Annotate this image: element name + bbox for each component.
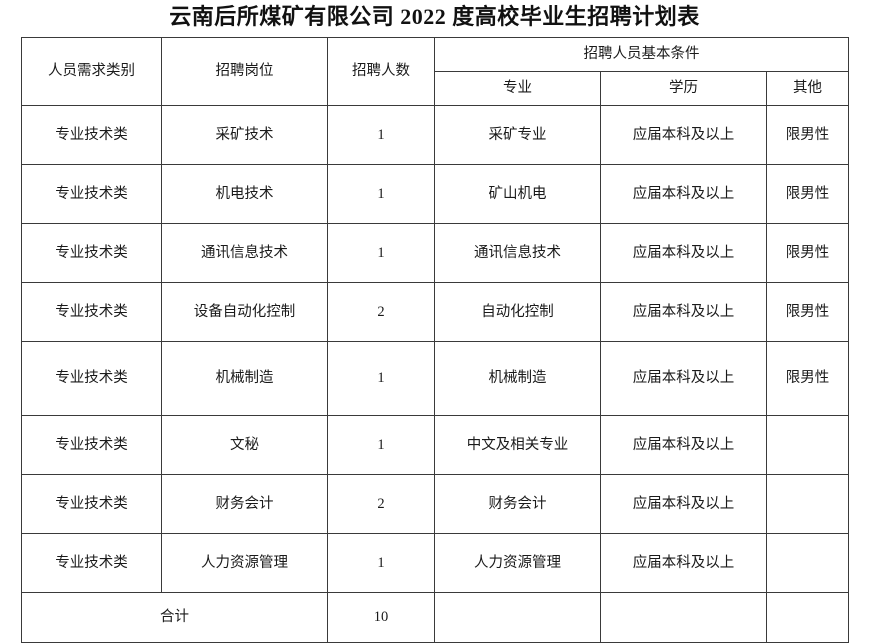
cell-category: 专业技术类 <box>21 341 162 416</box>
cell-major: 矿山机电 <box>434 164 601 224</box>
recruitment-plan-table: 人员需求类别 招聘岗位 招聘人数 招聘人员基本条件 专业 学历 其他 专业技术类… <box>21 37 849 643</box>
cell-position: 财务会计 <box>161 474 328 534</box>
cell-category: 专业技术类 <box>21 533 162 593</box>
table-row: 专业技术类 采矿技术 1 采矿专业 应届本科及以上 限男性 <box>21 105 849 165</box>
cell-education: 应届本科及以上 <box>600 341 767 416</box>
column-header-position: 招聘岗位 <box>161 37 328 106</box>
cell-category: 专业技术类 <box>21 415 162 475</box>
cell-major: 采矿专业 <box>434 105 601 165</box>
cell-headcount: 2 <box>327 474 435 534</box>
cell-category: 专业技术类 <box>21 223 162 283</box>
cell-education: 应届本科及以上 <box>600 474 767 534</box>
cell-headcount: 1 <box>327 341 435 416</box>
table-row: 专业技术类 设备自动化控制 2 自动化控制 应届本科及以上 限男性 <box>21 282 849 342</box>
cell-education: 应届本科及以上 <box>600 164 767 224</box>
column-header-headcount: 招聘人数 <box>327 37 435 106</box>
header-row-primary: 人员需求类别 招聘岗位 招聘人数 招聘人员基本条件 <box>21 37 849 106</box>
cell-category: 专业技术类 <box>21 105 162 165</box>
table-body: 专业技术类 采矿技术 1 采矿专业 应届本科及以上 限男性 专业技术类 机电技术… <box>21 105 849 643</box>
cell-other <box>766 533 849 593</box>
cell-major: 人力资源管理 <box>434 533 601 593</box>
column-header-education: 学历 <box>600 71 767 106</box>
cell-major: 财务会计 <box>434 474 601 534</box>
column-header-major: 专业 <box>434 71 601 106</box>
cell-other: 限男性 <box>766 282 849 342</box>
cell-category: 专业技术类 <box>21 474 162 534</box>
cell-other <box>766 474 849 534</box>
page-title: 云南后所煤矿有限公司 2022 度高校毕业生招聘计划表 <box>169 4 700 29</box>
column-header-basic-conditions-group: 招聘人员基本条件 <box>434 37 849 72</box>
recruitment-plan-table-container: 人员需求类别 招聘岗位 招聘人数 招聘人员基本条件 专业 学历 其他 专业技术类… <box>21 37 849 643</box>
cell-headcount: 1 <box>327 105 435 165</box>
cell-headcount: 1 <box>327 533 435 593</box>
cell-major: 通讯信息技术 <box>434 223 601 283</box>
cell-headcount: 1 <box>327 223 435 283</box>
table-row: 专业技术类 机械制造 1 机械制造 应届本科及以上 限男性 <box>21 341 849 416</box>
cell-major: 自动化控制 <box>434 282 601 342</box>
cell-education: 应届本科及以上 <box>600 282 767 342</box>
cell-position: 采矿技术 <box>161 105 328 165</box>
column-header-category: 人员需求类别 <box>21 37 162 106</box>
table-row: 专业技术类 人力资源管理 1 人力资源管理 应届本科及以上 <box>21 533 849 593</box>
cell-headcount: 1 <box>327 415 435 475</box>
total-education <box>600 592 767 643</box>
cell-category: 专业技术类 <box>21 282 162 342</box>
cell-education: 应届本科及以上 <box>600 105 767 165</box>
table-row: 专业技术类 通讯信息技术 1 通讯信息技术 应届本科及以上 限男性 <box>21 223 849 283</box>
total-label: 合计 <box>21 592 328 643</box>
table-row: 专业技术类 机电技术 1 矿山机电 应届本科及以上 限男性 <box>21 164 849 224</box>
cell-other: 限男性 <box>766 223 849 283</box>
cell-position: 人力资源管理 <box>161 533 328 593</box>
table-total-row: 合计 10 <box>21 592 849 643</box>
document-page: 云南后所煤矿有限公司 2022 度高校毕业生招聘计划表 人员需求类别 招聘岗位 … <box>21 4 849 643</box>
cell-position: 设备自动化控制 <box>161 282 328 342</box>
cell-major: 中文及相关专业 <box>434 415 601 475</box>
total-headcount: 10 <box>327 592 435 643</box>
table-header: 人员需求类别 招聘岗位 招聘人数 招聘人员基本条件 专业 学历 其他 <box>21 37 849 106</box>
table-row: 专业技术类 财务会计 2 财务会计 应届本科及以上 <box>21 474 849 534</box>
column-header-other: 其他 <box>766 71 849 106</box>
cell-education: 应届本科及以上 <box>600 533 767 593</box>
cell-position: 机电技术 <box>161 164 328 224</box>
cell-position: 通讯信息技术 <box>161 223 328 283</box>
cell-category: 专业技术类 <box>21 164 162 224</box>
cell-education: 应届本科及以上 <box>600 415 767 475</box>
cell-major: 机械制造 <box>434 341 601 416</box>
cell-position: 机械制造 <box>161 341 328 416</box>
header-row-secondary: 专业 学历 其他 <box>22 71 849 106</box>
cell-position: 文秘 <box>161 415 328 475</box>
total-major <box>434 592 601 643</box>
cell-other: 限男性 <box>766 164 849 224</box>
cell-headcount: 2 <box>327 282 435 342</box>
cell-other <box>766 415 849 475</box>
cell-education: 应届本科及以上 <box>600 223 767 283</box>
cell-headcount: 1 <box>327 164 435 224</box>
cell-other: 限男性 <box>766 105 849 165</box>
table-row: 专业技术类 文秘 1 中文及相关专业 应届本科及以上 <box>21 415 849 475</box>
cell-other: 限男性 <box>766 341 849 416</box>
total-other <box>766 592 849 643</box>
